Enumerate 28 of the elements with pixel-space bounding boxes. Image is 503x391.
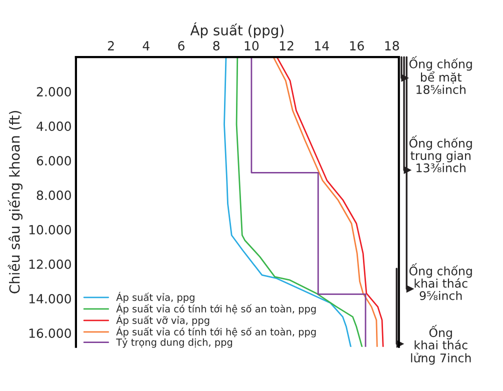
y-tick-label: 10.000 bbox=[29, 225, 71, 234]
x-tick-label: 2 bbox=[108, 41, 114, 50]
x-tick-label: 14 bbox=[315, 41, 329, 50]
text: Ống chống bể mặt 18⅝inch bbox=[409, 56, 472, 94]
text: Ống chống khai thác 9⅝inch bbox=[409, 263, 472, 300]
y-tick-label: 4.000 bbox=[36, 122, 71, 131]
y-tick-label: 6.000 bbox=[36, 156, 71, 166]
y-tick-label: 8.000 bbox=[36, 190, 71, 200]
x-tick-label: 12 bbox=[280, 41, 294, 50]
text: Ống chống trung gian 13⅜inch bbox=[409, 135, 472, 172]
legend-label: Áp suất vỡ vỉa, ppg bbox=[116, 314, 210, 326]
y-axis-title: Chiều sâu giếng khoan (ft) bbox=[8, 110, 22, 294]
legend-label: Áp suất vỉa có tính tới hệ số an toàn, ppg bbox=[116, 303, 316, 314]
x-tick-label: 10 bbox=[244, 41, 259, 50]
x-tick-label: 4 bbox=[142, 41, 150, 50]
y-tick-label: 14.000 bbox=[29, 294, 71, 304]
legend-label: Tỷ trọng dung dịch, ppg bbox=[116, 338, 232, 348]
x-tick-label: 6 bbox=[178, 41, 184, 50]
legend-label: Áp suất vỉa, ppg bbox=[116, 292, 194, 303]
y-tick-label: 16.000 bbox=[29, 328, 71, 338]
x-axis-title: Áp suất (ppg) bbox=[190, 22, 284, 38]
y-tick-label: 12.000 bbox=[29, 260, 71, 269]
legend-label: Áp suất vỉa có tính tới hệ số an toàn, ppg bbox=[116, 326, 316, 338]
x-tick-label: 18 bbox=[385, 41, 399, 50]
text: Ống khai thác lửng 7inch bbox=[411, 324, 471, 365]
x-tick-label: 8 bbox=[213, 41, 220, 50]
x-tick-label: 16 bbox=[350, 41, 364, 50]
y-tick-label: 2.000 bbox=[36, 87, 71, 97]
